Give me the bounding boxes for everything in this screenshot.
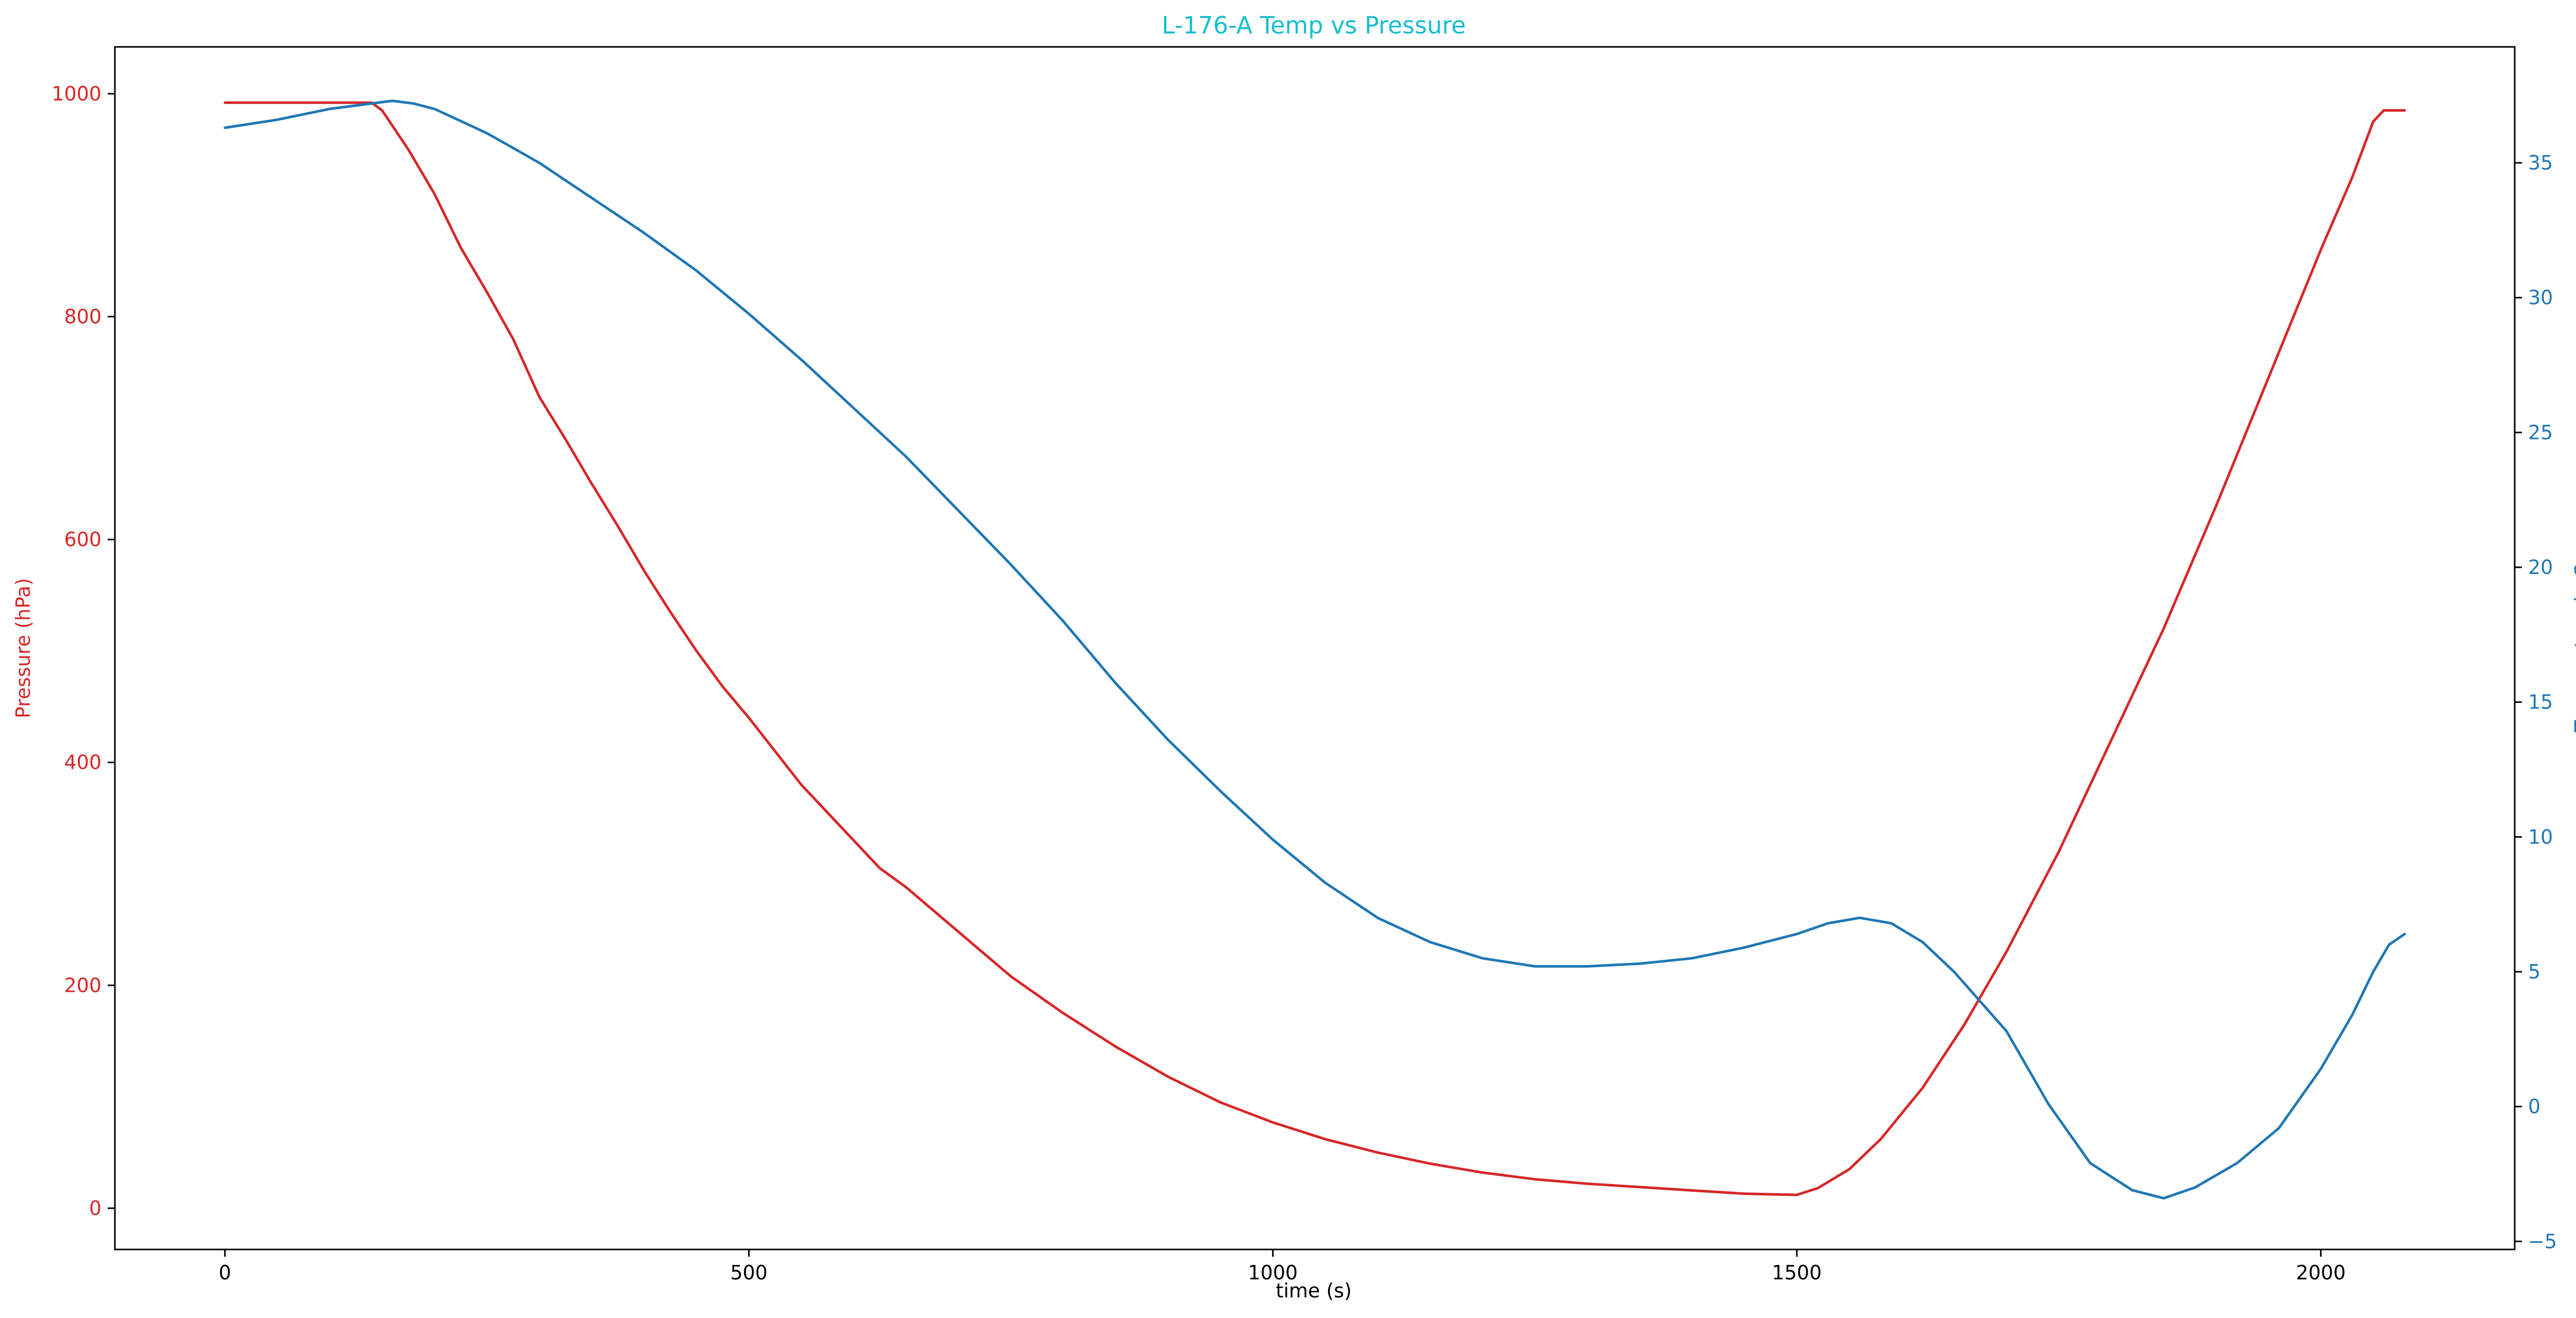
left-y-tick-label: 800 (64, 305, 101, 328)
x-tick-label: 1000 (1248, 1261, 1298, 1284)
x-tick-label: 2000 (2296, 1261, 2346, 1284)
left-y-tick-label: 600 (64, 528, 101, 551)
right-y-tick-label: −5 (2528, 1230, 2557, 1253)
x-tick-label: 1500 (1772, 1261, 1822, 1284)
chart-title: L-176-A Temp vs Pressure (1162, 11, 1466, 39)
left-y-tick-label: 1000 (52, 82, 101, 105)
pressure-series-line (224, 101, 2406, 1196)
right-y-tick-label: 25 (2528, 421, 2553, 444)
right-y-tick-label: 5 (2528, 960, 2540, 983)
right-y-tick-label: 15 (2528, 691, 2553, 714)
right-y-tick-label: 10 (2528, 825, 2553, 848)
plot-lines (224, 99, 2406, 1200)
temperature-series-line (224, 99, 2406, 1200)
x-tick-label: 500 (730, 1261, 768, 1284)
left-y-axis-label: Pressure (hPa) (12, 578, 35, 719)
right-y-tick-label: 0 (2528, 1095, 2540, 1118)
left-y-tick-label: 200 (64, 974, 101, 996)
right-y-tick-label: 20 (2528, 556, 2553, 579)
right-y-axis-label: Temperature in C (2571, 564, 2576, 733)
right-y-tick-label: 35 (2528, 151, 2553, 174)
right-y-tick-label: 30 (2528, 286, 2553, 309)
x-axis-label: time (s) (1276, 1279, 1351, 1302)
left-y-tick-label: 400 (64, 751, 101, 774)
right-y-axis-ticks: −5 0 5 10 15 20 25 30 35 (2515, 151, 2557, 1253)
plot-frame (114, 46, 2516, 1251)
left-y-axis-ticks: 0 200 400 600 800 1000 (52, 82, 115, 1220)
left-y-tick-label: 0 (89, 1197, 101, 1220)
x-tick-label: 0 (218, 1261, 231, 1284)
x-axis-ticks: 0 500 1000 1500 2000 (218, 1249, 2346, 1284)
